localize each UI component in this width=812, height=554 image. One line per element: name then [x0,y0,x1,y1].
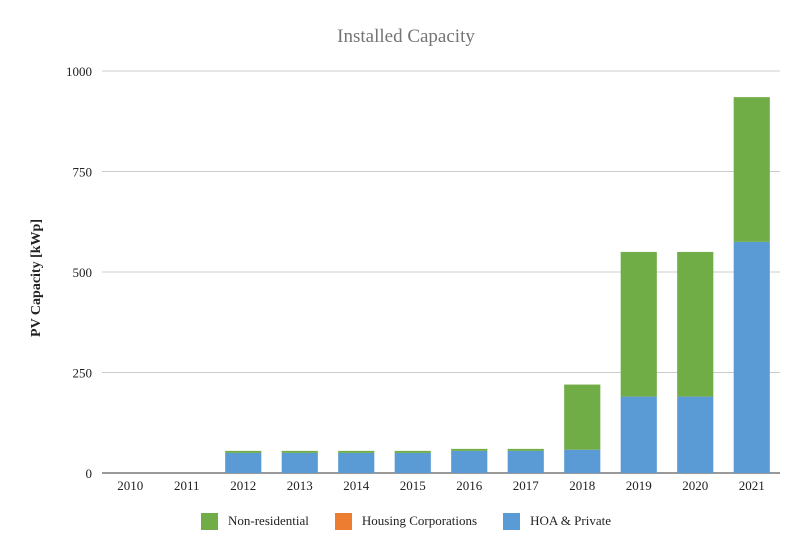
y-tick-label: 1000 [66,64,92,79]
bar-segment [451,448,488,451]
y-tick-label: 750 [73,165,93,180]
bar-segment [338,452,375,473]
bar-segment [507,448,544,451]
chart-title: Installed Capacity [337,26,475,47]
x-tick-label: 2012 [230,478,256,493]
x-tick-label: 2014 [343,478,370,493]
bar-segment [733,97,770,242]
bars [225,97,770,473]
legend-label: Housing Corporations [361,513,478,528]
bar-segment [451,450,488,473]
y-tick-labels: 0 250 500 750 1000 [66,64,92,481]
bar-segment [281,452,318,473]
legend-item: Housing Corporations [334,512,478,530]
bar-segment [394,452,431,473]
bar-segment [620,396,657,473]
grid-lines [102,70,780,474]
bar-segment [281,450,318,453]
x-tick-labels: 2010 2011 2012 2013 2014 2015 2016 2017 2018 2019… [117,478,765,493]
x-tick-label: 2019 [626,478,652,493]
legend: Non-residential Housing Corporations HOA &… [0,508,812,534]
legend-item: HOA & Private [503,512,611,530]
x-tick-label: 2015 [400,478,426,493]
bar-segment [677,251,714,397]
chart-svg: Installed Capacity PV Capacity [kWp] 0 25… [29,26,780,493]
x-tick-label: 2010 [117,478,143,493]
bar-segment [507,450,544,473]
y-tick-label: 500 [73,265,93,280]
legend-swatch [503,512,521,530]
bar-segment [394,450,431,453]
y-axis-label: PV Capacity [kWp] [29,219,44,337]
x-tick-label: 2021 [739,478,765,493]
legend-label: HOA & Private [530,513,611,528]
legend-item: Non-residential [201,512,309,530]
x-tick-label: 2016 [456,478,483,493]
legend-label: Non-residential [228,513,309,528]
x-tick-label: 2017 [513,478,540,493]
legend-swatch [334,512,352,530]
bar-segment [677,396,714,473]
bar-segment [564,449,601,473]
x-tick-label: 2020 [682,478,708,493]
bar-segment [225,450,262,453]
bar-segment [225,452,262,473]
bar-segment [338,450,375,453]
y-tick-label: 250 [73,366,93,381]
y-tick-label: 0 [86,466,93,481]
legend-swatch [201,512,219,530]
bar-segment [564,384,601,450]
x-tick-label: 2018 [569,478,595,493]
bar-segment [733,241,770,473]
x-tick-label: 2011 [174,478,200,493]
x-tick-label: 2013 [287,478,313,493]
bar-segment [620,251,657,397]
